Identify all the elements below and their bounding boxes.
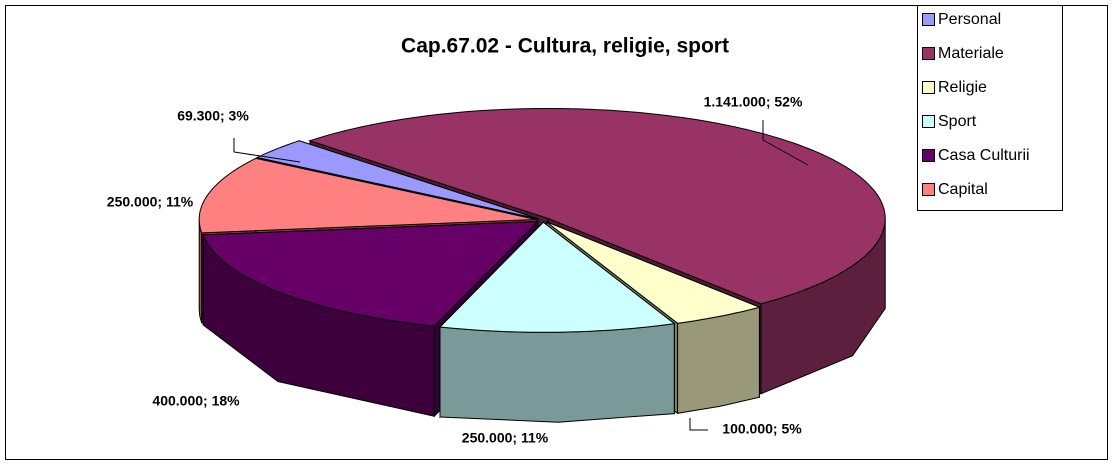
legend-swatch (922, 47, 935, 60)
slice-side (198, 219, 203, 324)
legend-swatch (922, 115, 935, 128)
legend-label: Materiale (938, 45, 1004, 62)
chart-title: Cap.67.02 - Cultura, religie, sport (401, 35, 729, 58)
legend-label: Religie (938, 79, 987, 96)
legend-label: Personal (938, 11, 1001, 28)
data-label: 1.141.000; 52% (704, 94, 803, 110)
legend-box (917, 5, 1063, 211)
slice-side (677, 306, 760, 414)
slice (202, 220, 539, 327)
slice-side (439, 323, 675, 423)
data-label: 250.000; 11% (107, 194, 194, 210)
legend-swatch (922, 183, 935, 196)
legend-swatch (922, 13, 935, 26)
legend-swatch (922, 81, 935, 94)
legend-label: Casa Culturii (938, 147, 1030, 164)
data-label: 69.300; 3% (177, 108, 249, 124)
leader-line (233, 138, 301, 163)
slice (198, 157, 537, 234)
slice (308, 108, 886, 305)
data-label: 100.000; 5% (722, 421, 802, 437)
data-label: 250.000; 11% (462, 430, 549, 446)
leader-line (762, 120, 809, 166)
data-label: 400.000; 18% (152, 393, 240, 409)
legend-swatch (922, 149, 935, 162)
legend-label: Capital (938, 181, 988, 198)
slice (438, 221, 676, 333)
slice (546, 221, 761, 324)
leader-line (689, 418, 708, 431)
legend-label: Sport (938, 113, 977, 130)
